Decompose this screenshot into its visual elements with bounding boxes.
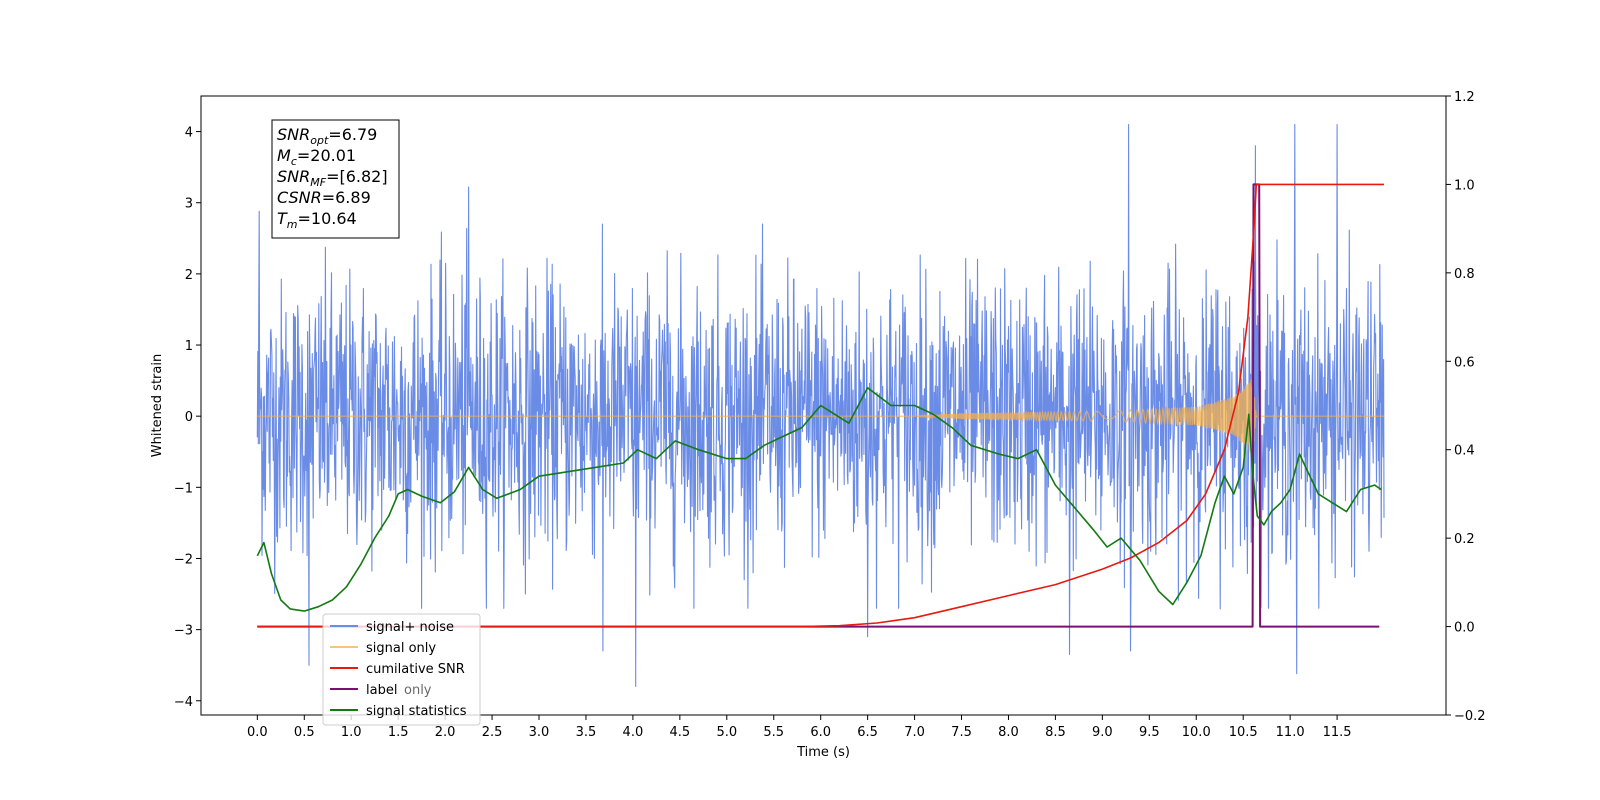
y2-tick-label: 1.2 xyxy=(1454,90,1475,105)
x-tick-label: 1.5 xyxy=(388,725,409,740)
legend-frame xyxy=(322,613,481,726)
y-axis-label: Whitened strain xyxy=(150,354,165,457)
y2-tick-label: 0.8 xyxy=(1454,267,1475,282)
x-tick-label: 1.0 xyxy=(341,725,362,740)
x-tick-label: 8.0 xyxy=(998,725,1019,740)
cumulative-snr-line xyxy=(257,183,1384,628)
x-axis-label: Time (s) xyxy=(796,745,850,760)
signal-only-series xyxy=(257,379,1384,453)
x-tick-label: 2.0 xyxy=(435,725,456,740)
legend-items: signal+ noise signal only cumilative SNR la… xyxy=(330,620,467,719)
right-axis-series xyxy=(256,183,1384,628)
legend-ghost-text: only xyxy=(404,683,432,698)
y-tick-label: 1 xyxy=(185,339,193,354)
x-tick-label: 4.5 xyxy=(670,725,691,740)
x-tick-label: 0.0 xyxy=(247,725,268,740)
legend-signal-only-text: signal only xyxy=(366,641,436,656)
annotation-value: =6.89 xyxy=(322,188,371,207)
x-tick-label: 2.5 xyxy=(482,725,503,740)
annotation-subscript: opt xyxy=(310,134,329,147)
label-line xyxy=(257,183,1380,628)
annotation-symbol: SNR xyxy=(277,167,310,186)
signal-noise-line xyxy=(256,123,1385,688)
annotation-box-frame xyxy=(271,119,400,239)
annotation-subscript: m xyxy=(287,218,298,231)
signal-statistics-line xyxy=(256,387,1382,612)
x-tick-label: 9.0 xyxy=(1092,725,1113,740)
x-tick-label: 11.5 xyxy=(1323,725,1352,740)
annotation-line: Tm=10.64 xyxy=(277,209,357,231)
x-tick-label: 10.0 xyxy=(1182,725,1211,740)
x-tick-label: 9.5 xyxy=(1139,725,1160,740)
x-tick-label: 6.0 xyxy=(810,725,831,740)
y-tick-label: −4 xyxy=(174,695,193,710)
annotation-line: SNRMF=[6.82] xyxy=(277,167,388,189)
x-tick-label: 5.5 xyxy=(763,725,784,740)
y2-tick-label: 0.4 xyxy=(1454,444,1475,459)
y-tick-label: 0 xyxy=(185,410,193,425)
y2-tick-label: 0.6 xyxy=(1454,355,1475,370)
annotation-value: =10.64 xyxy=(298,209,357,228)
x-tick-label: 5.0 xyxy=(716,725,737,740)
y-tick-label: 4 xyxy=(185,126,193,141)
x-tick-label: 6.5 xyxy=(857,725,878,740)
annotation-lines: SNRopt=6.79Mc=20.01SNRMF=[6.82]CSNR=6.89… xyxy=(277,125,388,231)
annotation-value: =[6.82] xyxy=(326,167,388,186)
x-tick-label: 8.5 xyxy=(1045,725,1066,740)
x-tick-label: 0.5 xyxy=(294,725,315,740)
annotation-subscript: MF xyxy=(310,176,326,189)
signal-only-line xyxy=(257,379,1384,453)
x-tick-label: 4.0 xyxy=(623,725,644,740)
legend-label-text: label xyxy=(366,683,397,698)
legend-signal-statistics-text: signal statistics xyxy=(366,704,467,719)
x-tick-label: 7.0 xyxy=(904,725,925,740)
annotation-symbol: M xyxy=(277,146,291,165)
y-tick-label: −3 xyxy=(174,624,193,639)
annotation-value: =20.01 xyxy=(297,146,356,165)
annotation-value: =6.79 xyxy=(328,125,377,144)
x-tick-label: 7.5 xyxy=(951,725,972,740)
axes-frame xyxy=(200,95,1447,716)
y2-tick-label: 0.0 xyxy=(1454,621,1475,636)
y2-axis-ticks: −0.2 0.0 0.2 0.4 0.6 0.8 1.0 1.2 xyxy=(1446,90,1486,724)
annotation-line: Mc=20.01 xyxy=(277,146,356,168)
annotation-symbol: T xyxy=(277,209,288,228)
x-tick-label: 10.5 xyxy=(1229,725,1258,740)
legend: signal+ noise signal only cumilative SNR la… xyxy=(322,613,481,726)
y2-tick-label: 0.2 xyxy=(1454,532,1475,547)
y-tick-label: 2 xyxy=(185,268,193,283)
x-tick-label: 3.0 xyxy=(529,725,550,740)
annotation-line: CSNR=6.89 xyxy=(277,188,371,207)
y2-tick-label: 1.0 xyxy=(1454,178,1475,193)
signal-noise-series xyxy=(256,123,1385,688)
y-tick-label: 3 xyxy=(185,197,193,212)
annotation-symbol: CSNR xyxy=(277,188,322,207)
legend-cumulative-snr-text: cumilative SNR xyxy=(366,662,465,677)
x-tick-label: 11.0 xyxy=(1276,725,1305,740)
y2-tick-label: −0.2 xyxy=(1454,709,1486,724)
y-tick-label: −2 xyxy=(174,552,193,567)
annotation-subscript: c xyxy=(291,155,297,168)
y-tick-label: −1 xyxy=(174,481,193,496)
annotation-line: SNRopt=6.79 xyxy=(277,125,377,147)
annotation-box: SNRopt=6.79Mc=20.01SNRMF=[6.82]CSNR=6.89… xyxy=(271,119,400,239)
x-tick-label: 3.5 xyxy=(576,725,597,740)
plot-area xyxy=(256,123,1385,688)
y-axis-ticks: −4 −3 −2 −1 0 1 2 3 4 xyxy=(174,126,201,710)
legend-signal-noise-text: signal+ noise xyxy=(366,620,454,635)
x-axis-ticks: 0.0 0.5 1.0 1.5 2.0 2.5 3.0 3.5 4.0 4.5 5.0 5.5 6.0 6… xyxy=(247,715,1352,740)
annotation-symbol: SNR xyxy=(277,125,310,144)
